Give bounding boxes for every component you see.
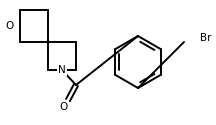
Text: Br: Br	[200, 33, 211, 43]
Text: O: O	[5, 21, 13, 31]
Text: O: O	[59, 102, 67, 112]
Text: N: N	[58, 65, 66, 75]
